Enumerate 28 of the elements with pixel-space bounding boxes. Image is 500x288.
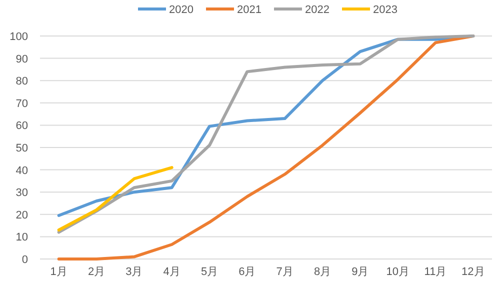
y-tick-label: 20 (16, 209, 28, 222)
y-tick-label: 40 (16, 164, 28, 177)
x-tick-label: 8月 (314, 266, 332, 278)
x-tick-label: 10月 (386, 266, 410, 278)
x-tick-label: 2月 (88, 266, 106, 278)
x-tick-label: 1月 (50, 266, 68, 278)
y-tick-label: 90 (16, 53, 28, 66)
x-tick-label: 3月 (126, 266, 143, 278)
x-tick-label: 6月 (238, 266, 256, 278)
x-tick-label: 5月 (200, 266, 218, 278)
y-tick-label: 10 (16, 232, 28, 244)
x-tick-label: 9月 (352, 266, 369, 278)
legend-label: 2021 (237, 4, 262, 16)
legend-label: 2023 (373, 4, 398, 16)
y-tick-label: 0 (22, 254, 28, 266)
y-tick-label: 100 (10, 31, 28, 43)
x-tick-label: 12月 (462, 266, 485, 278)
legend-label: 2020 (169, 4, 194, 16)
y-tick-label: 30 (16, 187, 28, 200)
y-tick-label: 50 (16, 142, 28, 154)
y-tick-label: 80 (16, 76, 28, 88)
x-tick-label: 4月 (163, 266, 180, 278)
x-tick-label: 11月 (424, 266, 447, 278)
legend-label: 2022 (305, 4, 330, 16)
x-tick-label: 7月 (276, 266, 294, 278)
y-tick-label: 70 (16, 98, 28, 110)
y-tick-label: 60 (16, 120, 28, 132)
line-series (57, 166, 174, 232)
